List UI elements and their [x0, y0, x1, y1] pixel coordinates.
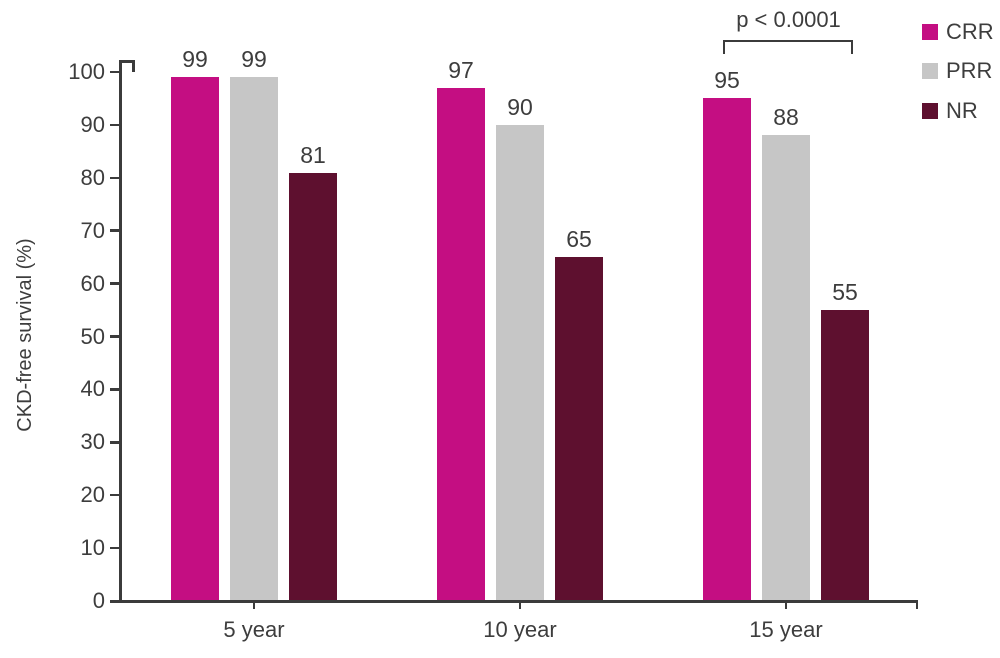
x-tick [784, 602, 788, 609]
x-axis-line [110, 600, 918, 603]
y-tick-label: 80 [80, 164, 105, 190]
bar-value-label: 97 [448, 57, 474, 83]
p-value-bracket [723, 40, 853, 54]
bar-prr-15-year [762, 135, 810, 600]
y-tick-label: 30 [80, 429, 105, 455]
y-tick-label: 10 [80, 535, 105, 561]
legend-label-crr: CRR [946, 19, 994, 44]
y-tick [110, 493, 120, 497]
x-tick [518, 602, 522, 609]
legend-item-prr: PRR [922, 58, 993, 83]
bar-value-label: 99 [241, 46, 267, 72]
y-tick-label: 100 [68, 59, 105, 84]
y-tick [110, 176, 120, 180]
bar-nr-5-year [289, 173, 337, 600]
bar-crr-5-year [171, 77, 219, 600]
bar-value-label: 99 [182, 46, 208, 72]
y-tick [110, 70, 120, 74]
legend-label-nr: NR [946, 98, 978, 123]
y-tick [110, 282, 120, 285]
x-category-label: 5 year [223, 617, 285, 642]
legend-item-nr: NR [922, 98, 978, 123]
y-tick [110, 229, 120, 232]
legend-swatch-nr [922, 103, 938, 119]
y-tick-label: 90 [80, 111, 105, 137]
x-category-label: 10 year [483, 617, 557, 642]
bar-value-label: 55 [832, 279, 858, 305]
bar-value-label: 90 [507, 94, 533, 120]
y-axis-top-cap [119, 60, 135, 63]
legend-label-prr: PRR [946, 58, 993, 83]
y-tick [110, 441, 120, 444]
bar-value-label: 81 [300, 142, 326, 168]
y-tick [110, 388, 120, 391]
legend-swatch-prr [922, 63, 938, 79]
y-axis-line [119, 60, 122, 602]
bar-value-label: 95 [714, 67, 740, 93]
y-tick [110, 546, 120, 550]
legend-item-crr: CRR [922, 19, 994, 44]
y-tick-label: 0 [92, 588, 105, 613]
y-tick-label: 50 [80, 323, 105, 349]
y-tick [110, 123, 120, 127]
y-tick [110, 599, 120, 603]
y-tick-label: 20 [80, 482, 105, 508]
y-tick-label: 40 [80, 376, 105, 402]
bar-prr-5-year [230, 77, 278, 600]
p-value-label: p < 0.0001 [736, 7, 841, 32]
bar-crr-15-year [703, 98, 751, 600]
bar-nr-10-year [555, 257, 603, 600]
x-tick [252, 602, 256, 609]
y-tick-label: 60 [80, 270, 105, 296]
x-axis-end-cap-tick [915, 602, 918, 609]
y-axis-top-cap-tick [132, 60, 135, 72]
bar-nr-15-year [821, 310, 869, 600]
bar-prr-10-year [496, 125, 544, 600]
bar-value-label: 65 [566, 226, 592, 252]
legend-swatch-crr [922, 24, 938, 40]
y-tick [110, 335, 120, 338]
y-tick-label: 70 [80, 217, 105, 243]
bar-value-label: 88 [773, 104, 799, 130]
bar-crr-10-year [437, 88, 485, 600]
x-category-label: 15 year [749, 617, 823, 642]
